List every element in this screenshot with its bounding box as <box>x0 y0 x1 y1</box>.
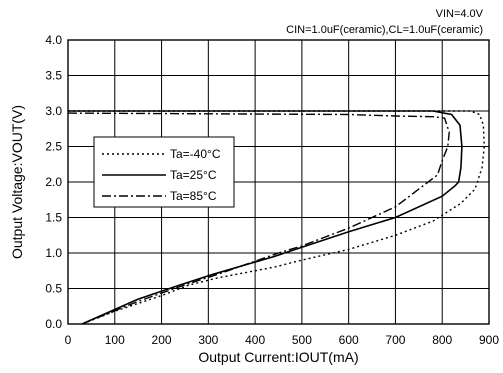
y-tick-label: 4.0 <box>45 33 62 47</box>
x-tick-label: 100 <box>105 333 125 347</box>
y-tick-label: 2.0 <box>45 175 62 189</box>
y-axis-label: Output Voltage:VOUT(V) <box>9 105 25 259</box>
x-tick-labels: 0 100 200 300 400 500 600 700 800 900 <box>65 333 500 347</box>
x-tick-label: 0 <box>65 333 72 347</box>
plot-frame <box>67 39 490 325</box>
y-tick-label: 0.5 <box>45 282 62 296</box>
y-tick-label: 1.0 <box>45 246 62 260</box>
x-tick-label: 200 <box>152 333 172 347</box>
y-tick-label: 3.0 <box>45 104 62 118</box>
y-tick-label: 2.5 <box>45 140 62 154</box>
y-tick-label: 0.0 <box>45 317 62 331</box>
legend-label: Ta=25°C <box>170 168 217 182</box>
legend-label: Ta=85°C <box>170 189 217 203</box>
series-line-2 <box>68 110 463 325</box>
legend-box <box>93 136 235 208</box>
y-tick-label: 3.5 <box>45 69 62 83</box>
x-tick-label: 400 <box>245 333 265 347</box>
x-tick-label: 600 <box>339 333 359 347</box>
y-tick-label: 1.5 <box>45 211 62 225</box>
series-layer <box>67 110 486 325</box>
legend-label: Ta=-40°C <box>170 147 221 161</box>
x-tick-label: 300 <box>198 333 218 347</box>
series-line-3 <box>67 112 450 325</box>
condition-vin: VIN=4.0V <box>435 8 483 20</box>
condition-capacitors: CIN=1.0uF(ceramic),CL=1.0uF(ceramic) <box>286 24 483 36</box>
y-tick-labels: 0.0 0.5 1.0 1.5 2.0 2.5 3.0 3.5 4.0 <box>45 33 62 331</box>
x-tick-label: 500 <box>292 333 312 347</box>
series-line-1 <box>68 110 486 325</box>
x-tick-label: 700 <box>385 333 405 347</box>
x-tick-label: 900 <box>479 333 499 347</box>
x-tick-label: 800 <box>432 333 452 347</box>
x-axis-label: Output Current:IOUT(mA) <box>198 349 358 365</box>
legend: Ta=-40°C Ta=25°C Ta=85°C <box>93 136 235 208</box>
